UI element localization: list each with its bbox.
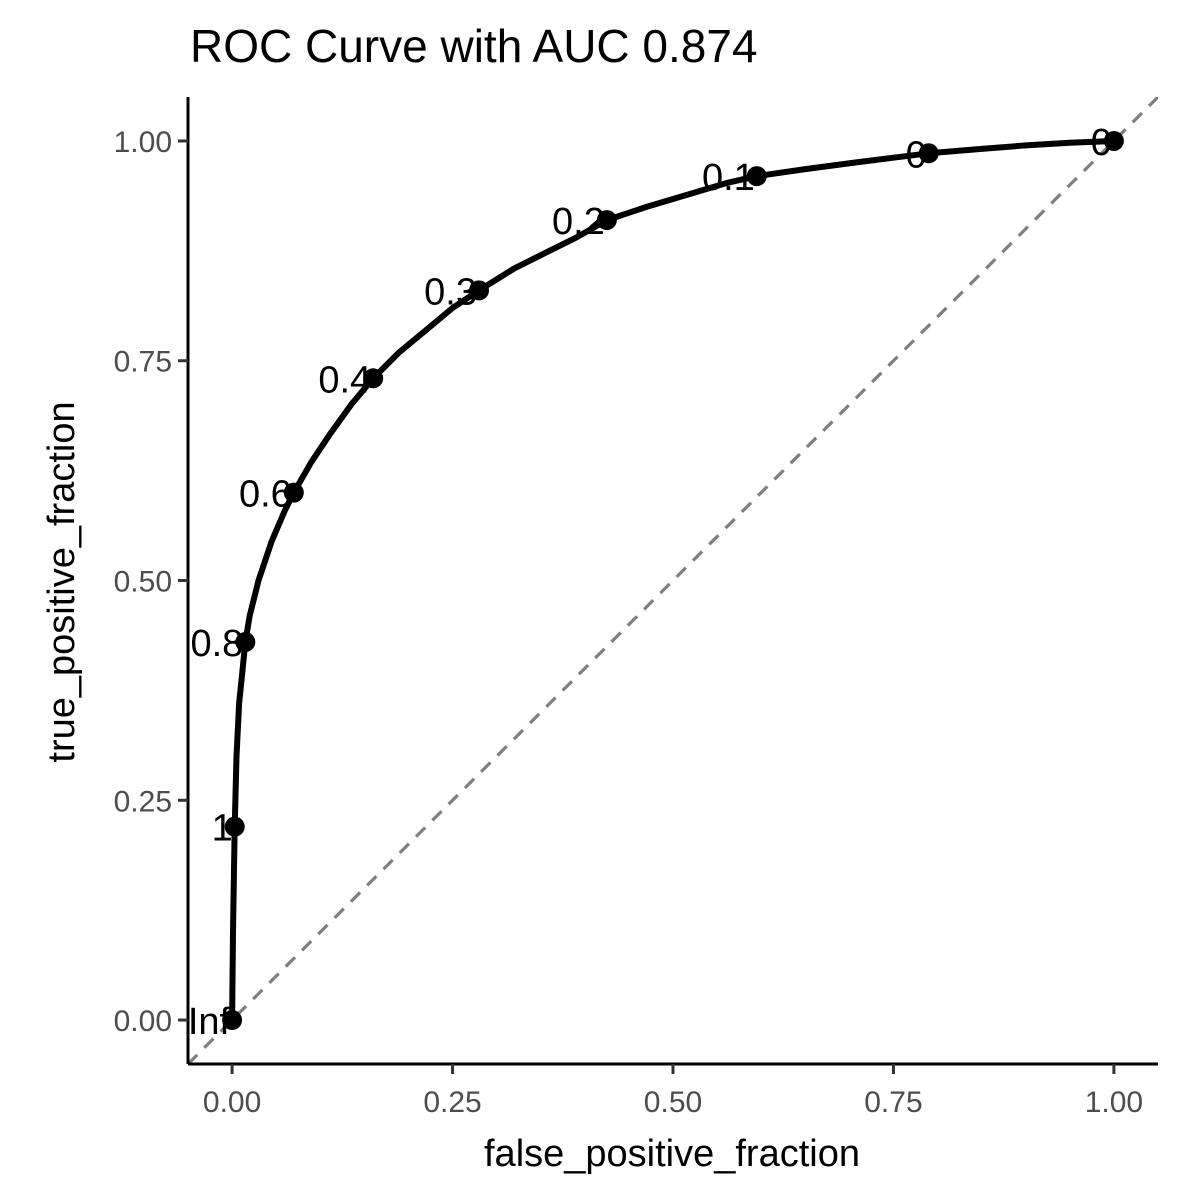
- cutoff-label-2: 0.8: [190, 623, 243, 665]
- cutoff-point-4: [363, 368, 384, 389]
- cutoff-point-5: [469, 280, 489, 301]
- cutoff-label-8: 0: [906, 134, 927, 176]
- cutoff-label-9: 0: [1091, 122, 1112, 164]
- cutoff-point-1: [224, 816, 245, 837]
- cutoff-label-4: 0.4: [318, 359, 371, 401]
- x-axis-title: false_positive_fraction: [484, 1133, 860, 1175]
- cutoff-point-8: [918, 143, 939, 164]
- cutoff-label-7: 0.1: [702, 157, 755, 199]
- reference-diagonal-line: [188, 97, 1158, 1064]
- cutoff-label-6: 0.2: [552, 201, 605, 243]
- y-axis-title: true_positive_fraction: [41, 401, 83, 762]
- cutoff-point-2: [235, 632, 256, 653]
- y-tick-label-2: 0.50: [114, 566, 172, 599]
- cutoff-point-7: [746, 166, 767, 187]
- cutoff-label-0: Inf: [188, 1001, 231, 1043]
- x-tick-label-0: 0.00: [203, 1086, 261, 1119]
- cutoff-label-1: 1: [212, 808, 233, 850]
- x-tick-label-4: 1.00: [1085, 1086, 1143, 1119]
- cutoff-label-5: 0.3: [424, 271, 477, 313]
- chart-title: ROC Curve with AUC 0.874: [190, 20, 758, 72]
- x-tick-label-3: 0.75: [864, 1086, 922, 1119]
- x-tick-label-2: 0.50: [644, 1086, 702, 1119]
- cutoff-label-3: 0.6: [239, 474, 292, 516]
- y-tick-label-3: 0.75: [114, 346, 172, 379]
- cutoff-point-3: [283, 482, 304, 503]
- plot-area: Inf 1 0.8 0.6 0.4 0.3 0.2 0.1 0 0 0.00 0.25 0.50 0.75…: [114, 97, 1158, 1119]
- y-tick-label-0: 0.00: [114, 1005, 172, 1038]
- y-tick-label-1: 0.25: [114, 785, 172, 818]
- y-tick-label-4: 1.00: [114, 126, 172, 159]
- cutoff-point-6: [596, 210, 617, 231]
- cutoff-point-9: [1103, 130, 1124, 151]
- cutoff-point-0: [222, 1010, 243, 1031]
- roc-curve-line: [229, 138, 1117, 1023]
- x-tick-label-1: 0.25: [423, 1086, 481, 1119]
